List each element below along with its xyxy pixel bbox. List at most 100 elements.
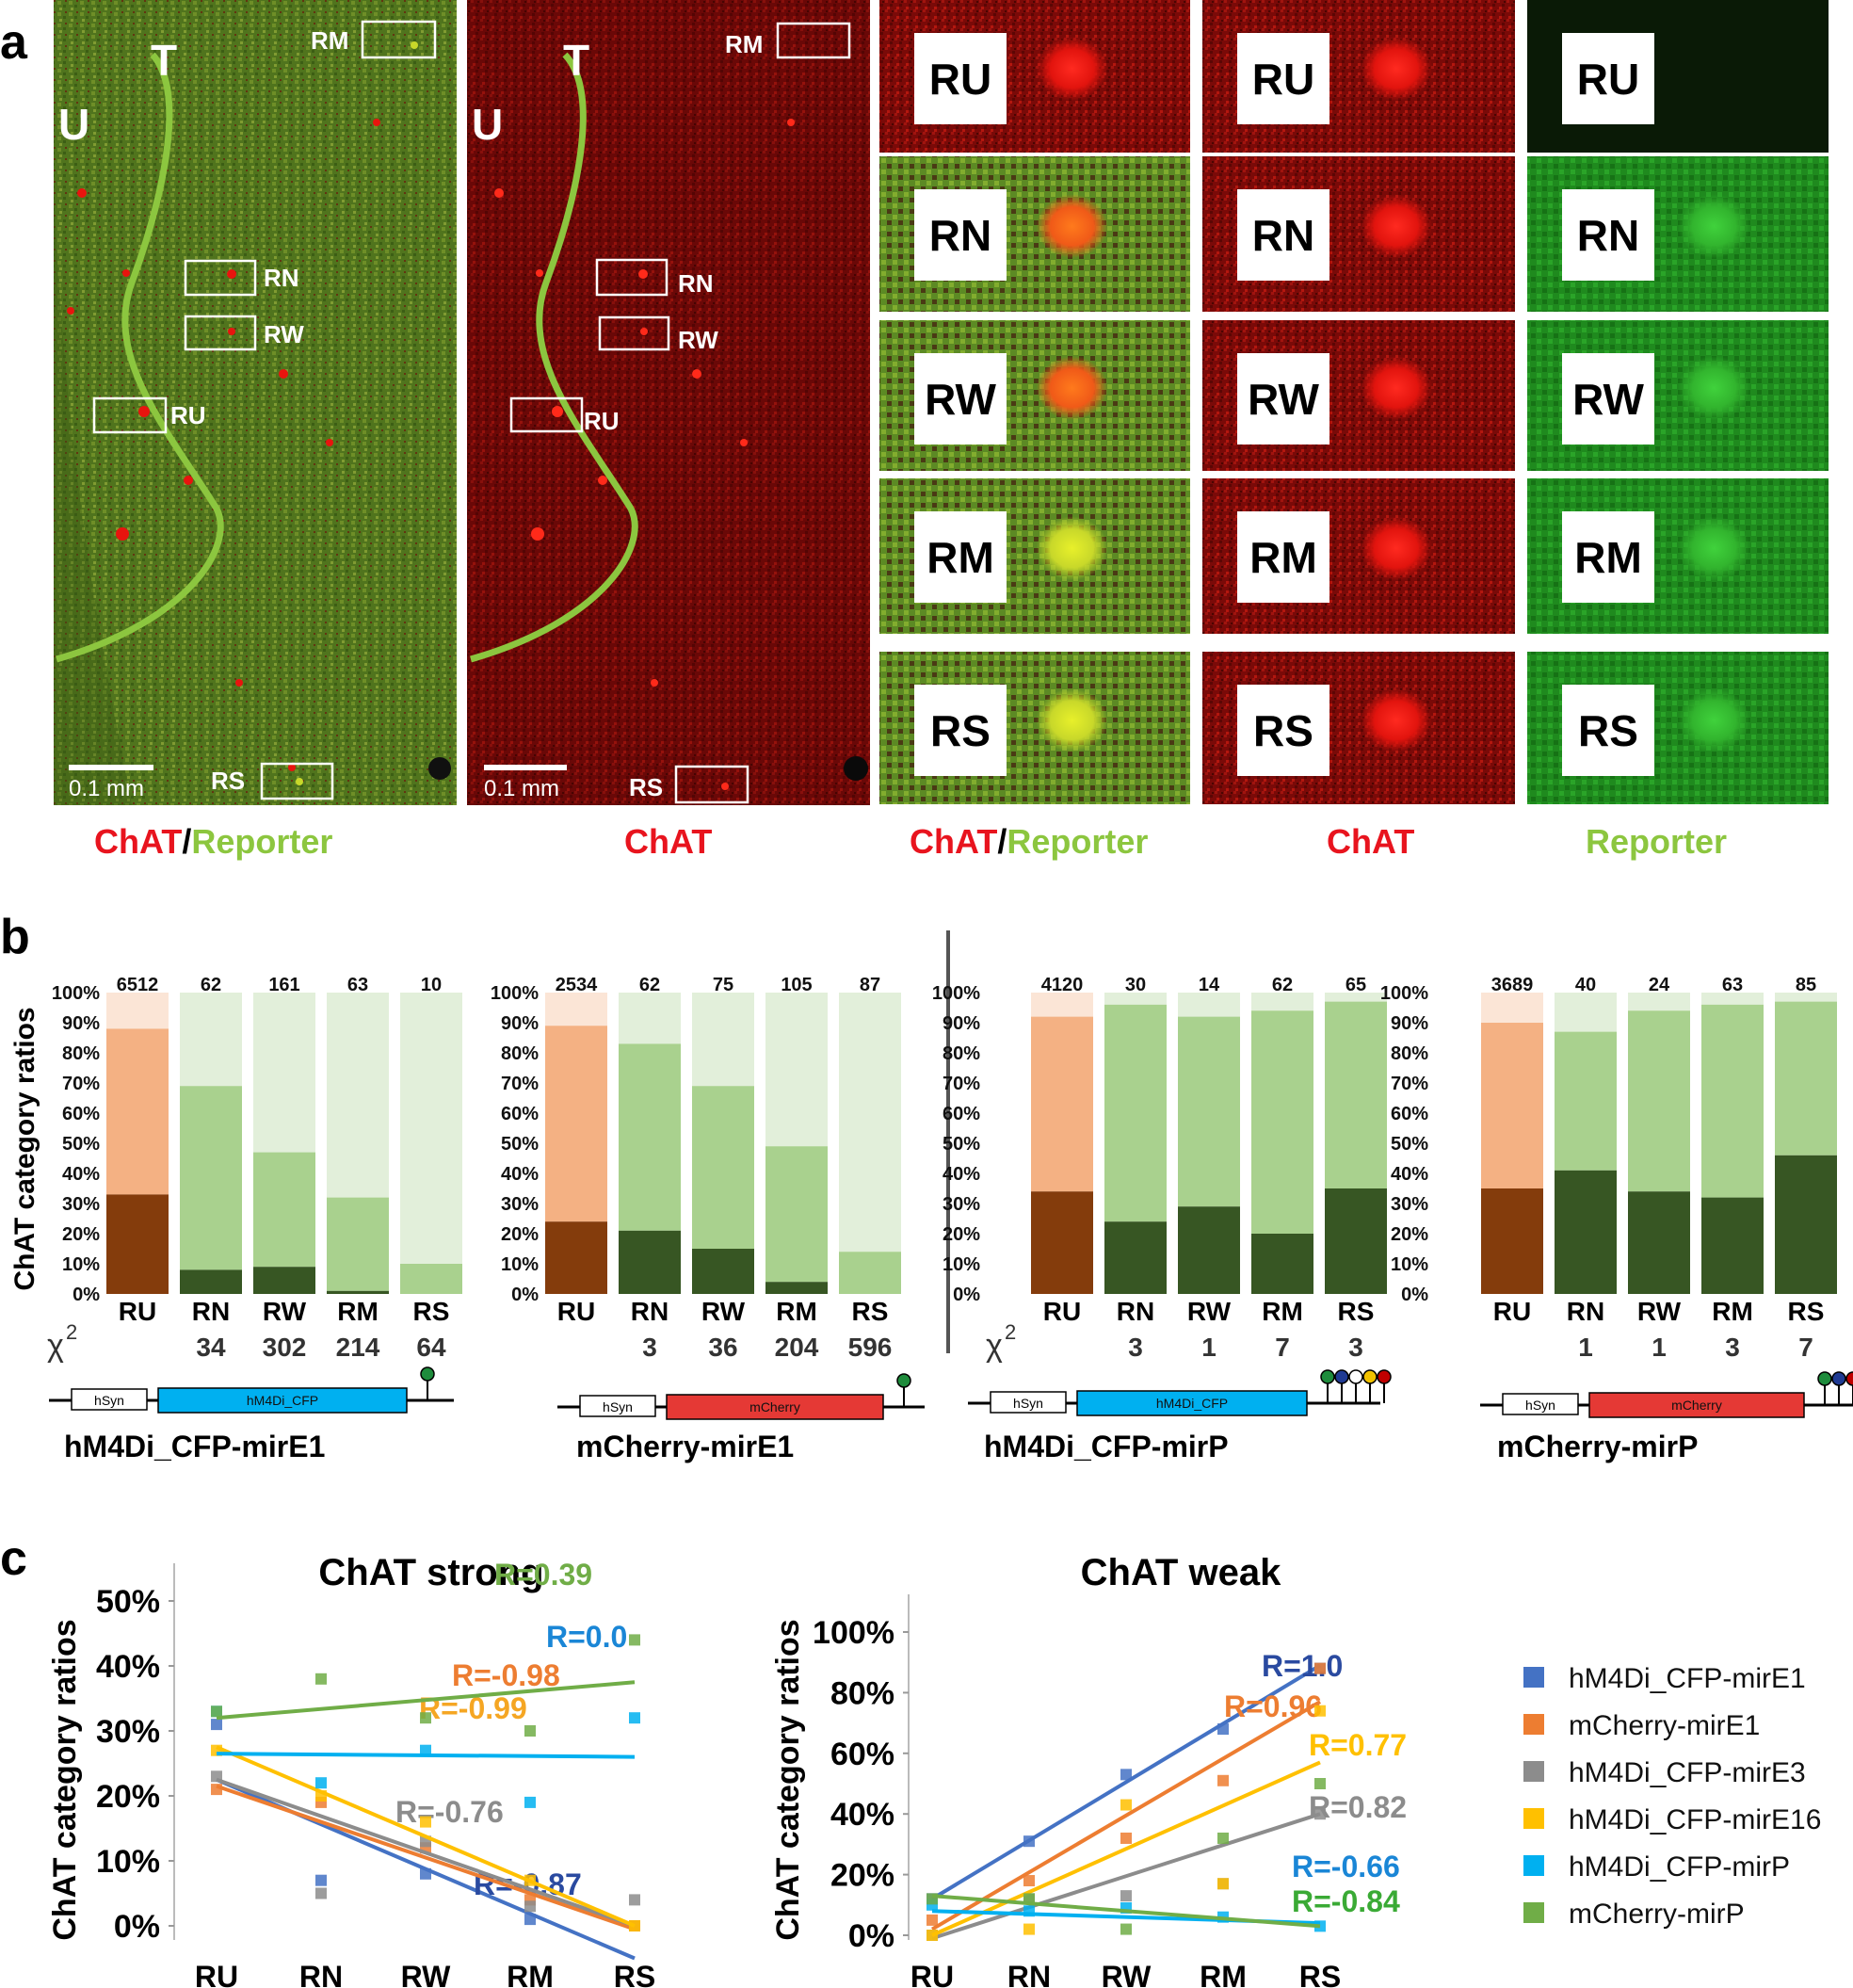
bar-segment-strong (106, 1194, 169, 1294)
roi-box-rm (776, 22, 851, 59)
r-value-label: R=-0.84 (1292, 1884, 1400, 1918)
roi-box-rs (260, 762, 334, 800)
bar-segment-strong (1555, 1170, 1617, 1294)
bar-segment-none (1178, 993, 1240, 1017)
bar-segment-strong (253, 1267, 315, 1294)
bar-count-label: 105 (781, 975, 812, 995)
y-tick-label: 70% (62, 1074, 100, 1094)
y-tick-label: 0% (73, 1285, 100, 1305)
bar-segment-strong (1481, 1188, 1543, 1294)
bar-segment-weak (1251, 1010, 1313, 1234)
zoom-label-box (1237, 511, 1329, 603)
series: R=-0.76 (211, 1770, 640, 1928)
legend-label: mCherry-mirE1 (1569, 1710, 1760, 1741)
bar-segment-weak (765, 1146, 828, 1283)
data-point (420, 1867, 431, 1880)
cell-blob (1360, 356, 1432, 420)
x-tick-label: RU (119, 1297, 156, 1326)
zoom-label-box (1562, 189, 1654, 281)
r-value-label: R=-0.76 (395, 1795, 504, 1829)
data-point (1120, 1769, 1132, 1781)
chi2-value: 3 (1348, 1333, 1363, 1362)
roi-box-rm (361, 20, 437, 59)
y-tick-label: 60% (830, 1737, 894, 1772)
y-tick-label: 40% (943, 1164, 980, 1185)
chart-title: ChAT weak (1081, 1552, 1281, 1593)
y-tick-label: 0% (511, 1285, 539, 1305)
x-tick-label: RU (1493, 1297, 1531, 1326)
chi2-value: 596 (848, 1333, 893, 1362)
zoom-label: RU (1577, 55, 1639, 104)
y-tick-label: 0% (953, 1285, 980, 1305)
bar-count-label: 24 (1649, 975, 1670, 995)
stacked-bar-chart: 100% 90% 80% 70% 60% 50% 40% 30% 20% 10% 0% 4120 RU 3… (932, 975, 1387, 1364)
panel-c-legend: hM4Di_CFP-mirE1 mCherry-mirE1 hM4Di_CFP-… (1523, 1663, 1821, 1930)
promoter-box (1502, 1393, 1579, 1415)
data-point (629, 1712, 640, 1724)
data-point (1217, 1878, 1229, 1890)
data-point (1314, 1662, 1326, 1674)
chi2-value: 7 (1275, 1333, 1290, 1362)
x-tick-label: RU (195, 1960, 238, 1988)
legend-label: mCherry-mirP (1569, 1899, 1745, 1930)
bar-count-label: 87 (860, 975, 880, 995)
data-point (629, 1894, 640, 1906)
roi-label-rn: RN (678, 269, 714, 298)
region-label-t: T (151, 36, 177, 85)
construct-name: mCherry-mirE1 (576, 1430, 794, 1463)
x-tick-label: RN (299, 1960, 343, 1988)
bar-segment-weak (1628, 1010, 1690, 1192)
bar-segment-weak (106, 1028, 169, 1195)
series: R=0.39 (211, 1558, 640, 1737)
x-tick-label: RS (1788, 1297, 1825, 1326)
chat-caption: ChAT (624, 822, 712, 861)
legend-swatch (1523, 1808, 1544, 1829)
x-tick-label: RS (852, 1297, 889, 1326)
data-point (1023, 1905, 1035, 1917)
chi2-value: 1 (1652, 1333, 1667, 1362)
bar-segment-none (253, 993, 315, 1153)
panel-c-ylabel-right: ChAT category ratios (770, 1619, 806, 1940)
zoom-label: RN (1577, 211, 1639, 260)
roi-label-rm: RM (311, 26, 348, 55)
bar-count-label: 75 (713, 975, 733, 995)
zoom-label-box (1237, 353, 1329, 444)
y-tick-label: 100% (813, 1615, 894, 1651)
data-point (524, 1874, 536, 1886)
chi2-superscript: 2 (66, 1320, 77, 1344)
y-tick-label: 50% (943, 1134, 980, 1155)
cell-blob (1360, 687, 1432, 752)
y-tick-label: 30% (96, 1714, 160, 1750)
series: R=-0.98 (211, 1658, 640, 1931)
y-tick-label: 50% (501, 1134, 539, 1155)
cell-blob (1360, 516, 1432, 581)
bar-count-label: 63 (1722, 975, 1743, 995)
x-tick-label: RS (1299, 1960, 1341, 1988)
trend-line (216, 1745, 636, 1928)
x-tick-label: RW (263, 1297, 307, 1326)
bar-segment-weak (1104, 1004, 1167, 1222)
bar-count-label: 62 (201, 975, 221, 995)
bar-segment-strong (619, 1230, 681, 1294)
y-tick-label: 90% (62, 1013, 100, 1034)
chi2-value: 64 (416, 1333, 446, 1362)
x-tick-label: RM (776, 1297, 817, 1326)
x-tick-label: RN (1117, 1297, 1154, 1326)
y-tick-label: 100% (1380, 983, 1428, 1004)
hairpin-loop (1831, 1371, 1846, 1386)
data-point (1023, 1835, 1035, 1848)
gene-box (1076, 1390, 1308, 1416)
y-tick-label: 30% (943, 1194, 980, 1215)
chi2-value: 3 (1725, 1333, 1740, 1362)
cell-blob (1360, 194, 1432, 259)
x-tick-label: RM (337, 1297, 379, 1326)
y-tick-label: 10% (501, 1254, 539, 1275)
bar-segment-none (839, 993, 901, 1253)
trend-line (216, 1777, 636, 1928)
y-tick-label: 30% (501, 1194, 539, 1215)
bar-segment-weak (545, 1026, 607, 1222)
hairpin-loop (1348, 1369, 1363, 1384)
trend-line (930, 1700, 1322, 1931)
roi-label-ru: RU (584, 407, 620, 435)
bar-segment-none (765, 993, 828, 1147)
